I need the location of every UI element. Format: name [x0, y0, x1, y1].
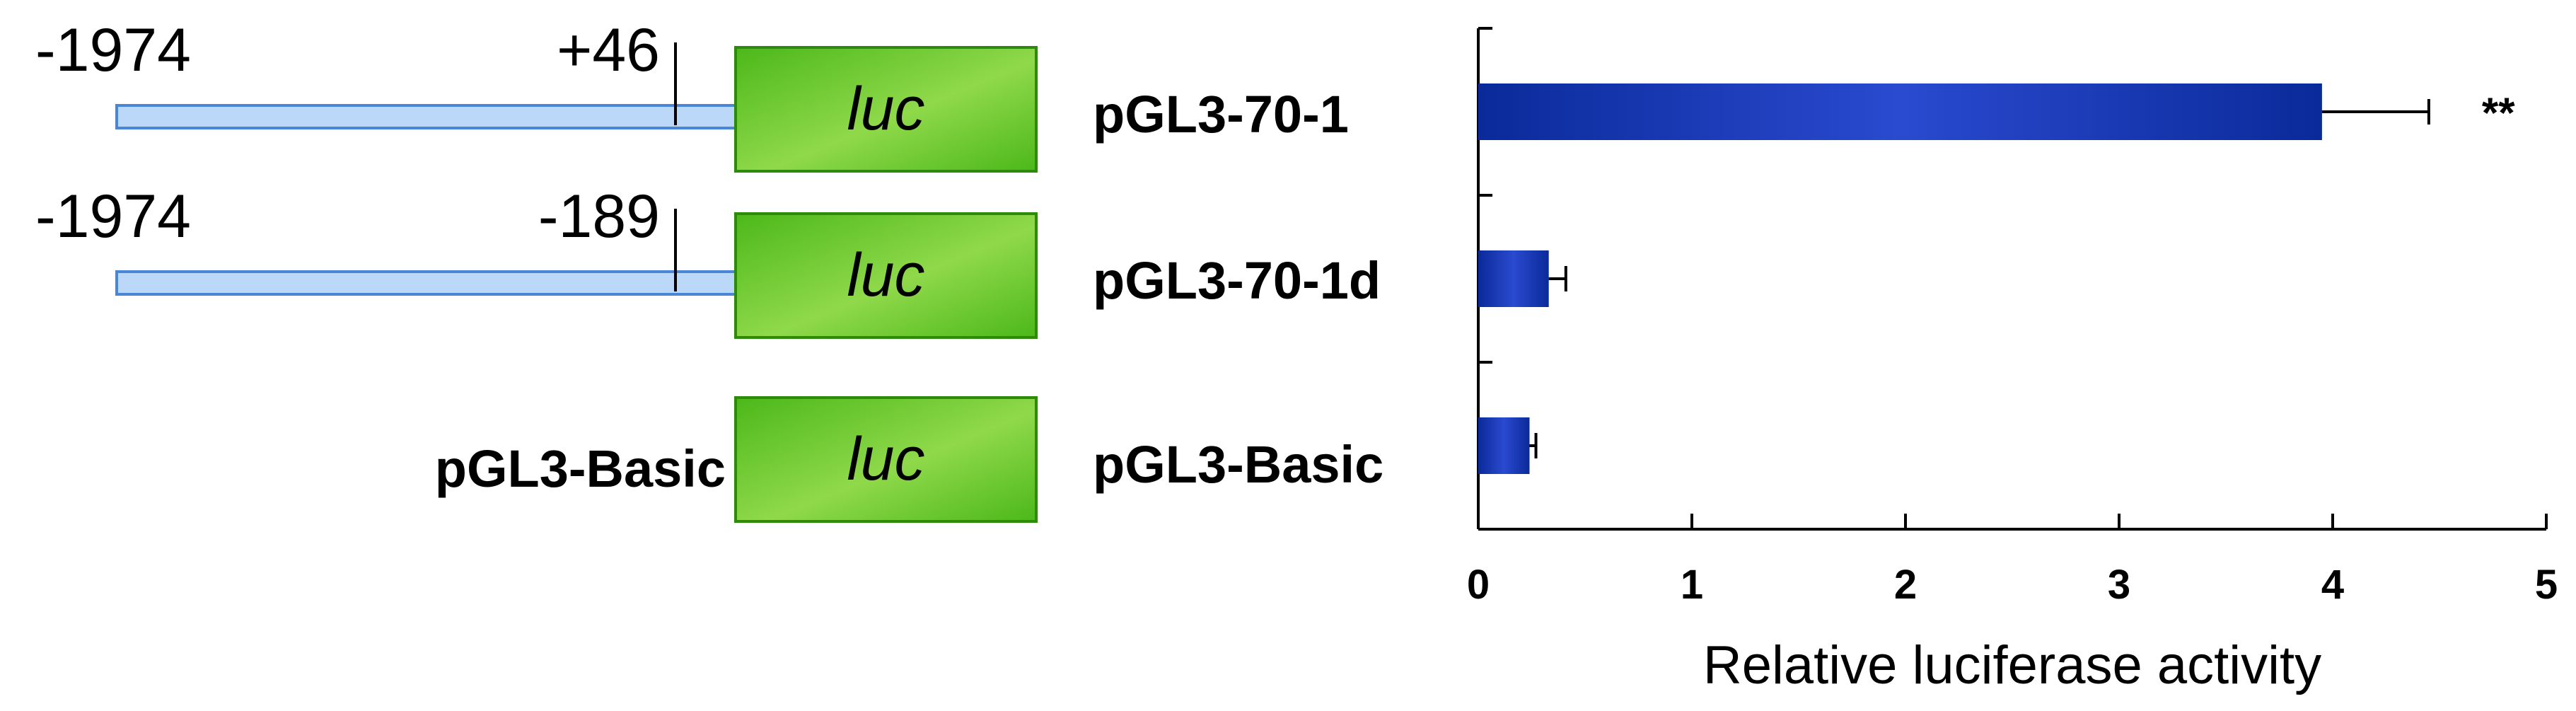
- luc-label: luc: [847, 425, 925, 493]
- x-tick-label: 3: [2108, 562, 2130, 608]
- construct-row: -1974 -189 luc pGL3-70-1d: [35, 183, 1381, 339]
- promoter-bar: [115, 270, 737, 296]
- basic-vector-label: pGL3-Basic: [435, 439, 726, 498]
- bar: [1478, 417, 1530, 474]
- x-tick-label: 2: [1894, 562, 1917, 608]
- luc-box: [734, 46, 1038, 173]
- construct-name: pGL3-70-1: [1093, 85, 1349, 144]
- x-axis-title: Relative luciferase activity: [1703, 635, 2321, 695]
- luc-box: [734, 212, 1038, 339]
- x-tick-label: 1: [1681, 562, 1703, 608]
- luc-label: luc: [847, 75, 925, 143]
- promoter-start-label: -1974: [35, 16, 191, 84]
- x-tick-label: 5: [2535, 562, 2558, 608]
- construct-row: -1974 +46 luc pGL3-70-1: [35, 16, 1349, 173]
- bar: [1478, 83, 2322, 140]
- construct-name: pGL3-Basic: [1093, 435, 1383, 494]
- construct-row: pGL3-Basic luc pGL3-Basic: [435, 396, 1383, 523]
- promoter-end-label: +46: [557, 16, 660, 84]
- bar: [1478, 250, 1549, 307]
- bar-chart: 0 1 2 3 4 5 Relative luciferase activity **: [1467, 27, 2558, 695]
- luc-box: [734, 396, 1038, 523]
- x-tick-label: 4: [2321, 562, 2344, 608]
- promoter-start-label: -1974: [35, 183, 191, 250]
- promoter-bar: [115, 104, 737, 129]
- promoter-end-label: -189: [538, 183, 660, 250]
- construct-diagrams: -1974 +46 luc pGL3-70-1 -1974 -189 luc pGL3-70-…: [35, 16, 1383, 523]
- significance-mark: **: [2482, 89, 2515, 137]
- x-tick-label: 0: [1467, 562, 1490, 608]
- construct-name: pGL3-70-1d: [1093, 251, 1381, 310]
- luc-label: luc: [847, 241, 925, 309]
